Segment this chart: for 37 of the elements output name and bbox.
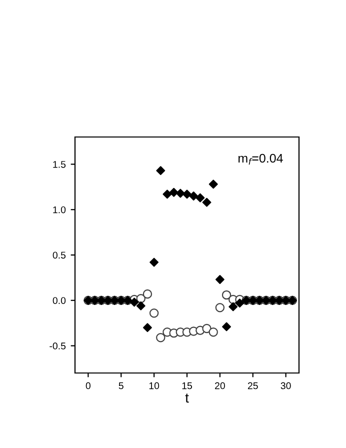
point [149,308,159,318]
x-tick-label: 5 [118,382,124,390]
x-tick-label: 25 [248,382,258,390]
y-tick-label: 0.5 [52,252,66,259]
point [215,275,224,284]
point [215,303,225,312]
point [150,258,159,267]
point [208,328,218,337]
annotation: m$_{f}$=0.04 [238,154,283,165]
y-tick-label: 0.0 [52,297,66,304]
point [228,302,238,312]
point [222,290,232,300]
point [142,289,152,299]
x-tick-label: 10 [149,382,160,390]
point [142,323,152,332]
x-tick-label: 0 [86,382,90,390]
point [222,322,232,332]
point [156,332,166,342]
x-tick-label: 15 [182,382,192,390]
point [235,298,244,308]
point [202,198,212,207]
y-tick-label: 1.5 [53,161,66,168]
point [156,166,166,176]
point [130,298,139,307]
point [176,188,185,198]
point [162,190,172,199]
x-axis-title: t [185,394,189,403]
point [189,192,198,200]
x-tick-label: 20 [215,382,225,390]
point [182,190,192,199]
y-tick-label: 1.0 [53,206,66,214]
x-tick-label: 30 [280,382,291,390]
point [196,193,205,202]
point [136,301,146,310]
point [202,324,212,334]
y-tick-label: -0.5 [50,342,66,350]
point [208,180,218,189]
